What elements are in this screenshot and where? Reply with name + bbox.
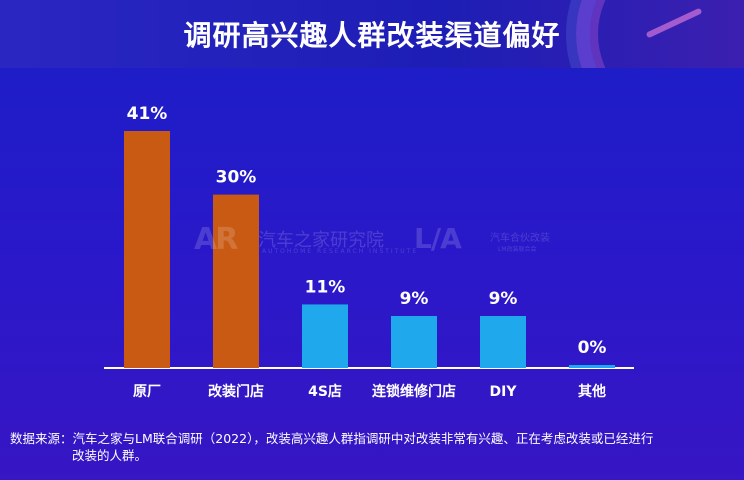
lm-sub-watermark: LM改装联合会 <box>498 246 537 253</box>
source-label: 数据来源： <box>10 431 73 446</box>
lm-text-watermark: 汽车合伙改装 <box>490 233 550 244</box>
category-label-3: 连锁维修门店 <box>372 383 456 400</box>
data-label-2: 11% <box>305 277 346 297</box>
data-label-4: 9% <box>489 289 518 309</box>
category-label-0: 原厂 <box>133 384 161 400</box>
source-line-1: 汽车之家与LM联合调研（2022），改装高兴趣人群指调研中对改装非常有兴趣、正在… <box>72 431 654 446</box>
category-label-4: DIY <box>490 384 518 400</box>
lm-logo-watermark: L/A <box>414 222 462 255</box>
header-banner: 调研高兴趣人群改装渠道偏好 <box>0 0 744 68</box>
source-line-2: 改装的人群。 <box>72 448 148 463</box>
bar-1 <box>213 194 259 368</box>
page-title: 调研高兴趣人群改装渠道偏好 <box>183 19 561 52</box>
bar-2 <box>302 304 348 368</box>
data-source-note: 数据来源：汽车之家与LM联合调研（2022），改装高兴趣人群指调研中对改装非常有… <box>10 430 734 464</box>
bar-chart: 41% 原厂 30% 改装门店 11% 4S店 9% 连锁维修门店 9% DIY 0% 其他 <box>104 104 634 400</box>
category-label-2: 4S店 <box>308 383 342 400</box>
data-label-5: 0% <box>578 338 607 358</box>
bar-4 <box>480 315 526 368</box>
data-label-1: 30% <box>216 168 257 188</box>
category-label-1: 改装门店 <box>208 383 264 400</box>
autohome-logo-watermark: AR <box>194 222 238 257</box>
bar-3 <box>391 315 437 368</box>
data-label-3: 9% <box>400 289 429 309</box>
autohome-text-watermark: 汽车之家研究院 <box>258 230 384 251</box>
category-label-5: 其他 <box>578 383 606 400</box>
bar-0 <box>124 131 170 368</box>
autohome-sub-watermark: AUTOHOME RESEARCH INSTITUTE <box>262 248 419 255</box>
data-label-0: 41% <box>127 104 168 124</box>
decorative-ring <box>576 0 744 68</box>
bar-5 <box>569 365 615 368</box>
